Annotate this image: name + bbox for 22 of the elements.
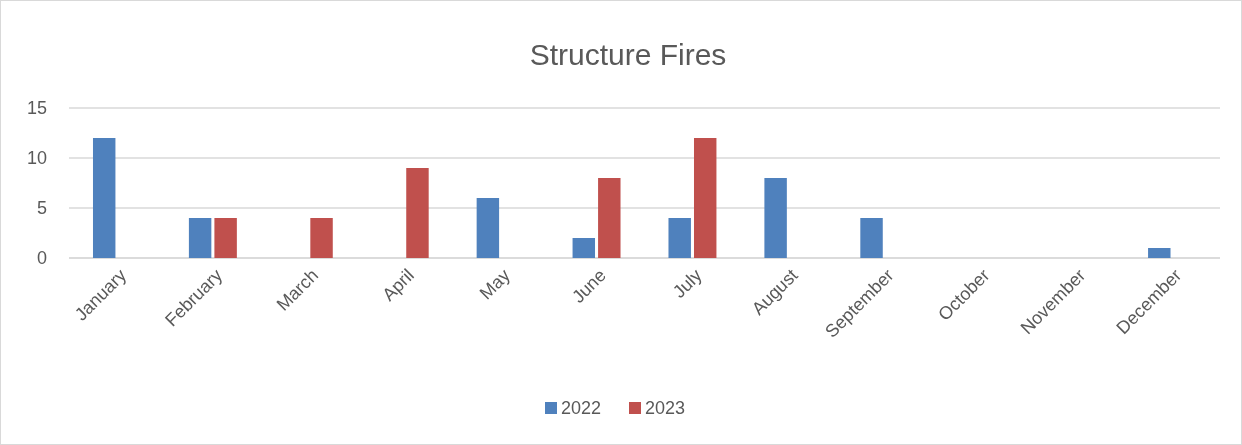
bar: [92, 138, 116, 258]
x-tick-label: July: [668, 265, 706, 302]
bar: [668, 218, 691, 258]
bar: [572, 238, 596, 258]
y-tick-label: 0: [36, 248, 47, 269]
y-tick-label: 15: [26, 98, 47, 119]
bar: [598, 178, 621, 258]
bar: [1148, 248, 1171, 258]
y-tick-label: 10: [26, 148, 47, 169]
bar: [406, 168, 429, 258]
y-tick-label: 5: [36, 198, 47, 219]
bar: [476, 198, 500, 258]
bar: [214, 218, 237, 258]
bar: [188, 218, 212, 258]
bar: [693, 138, 717, 258]
bar: [764, 178, 787, 258]
chart-title: Structure Fires: [529, 38, 727, 71]
bar: [310, 218, 333, 258]
legend-label: 2023: [645, 398, 686, 419]
x-tick-label: May: [475, 265, 514, 304]
legend-label: 2022: [561, 398, 602, 419]
bar: [860, 218, 883, 258]
